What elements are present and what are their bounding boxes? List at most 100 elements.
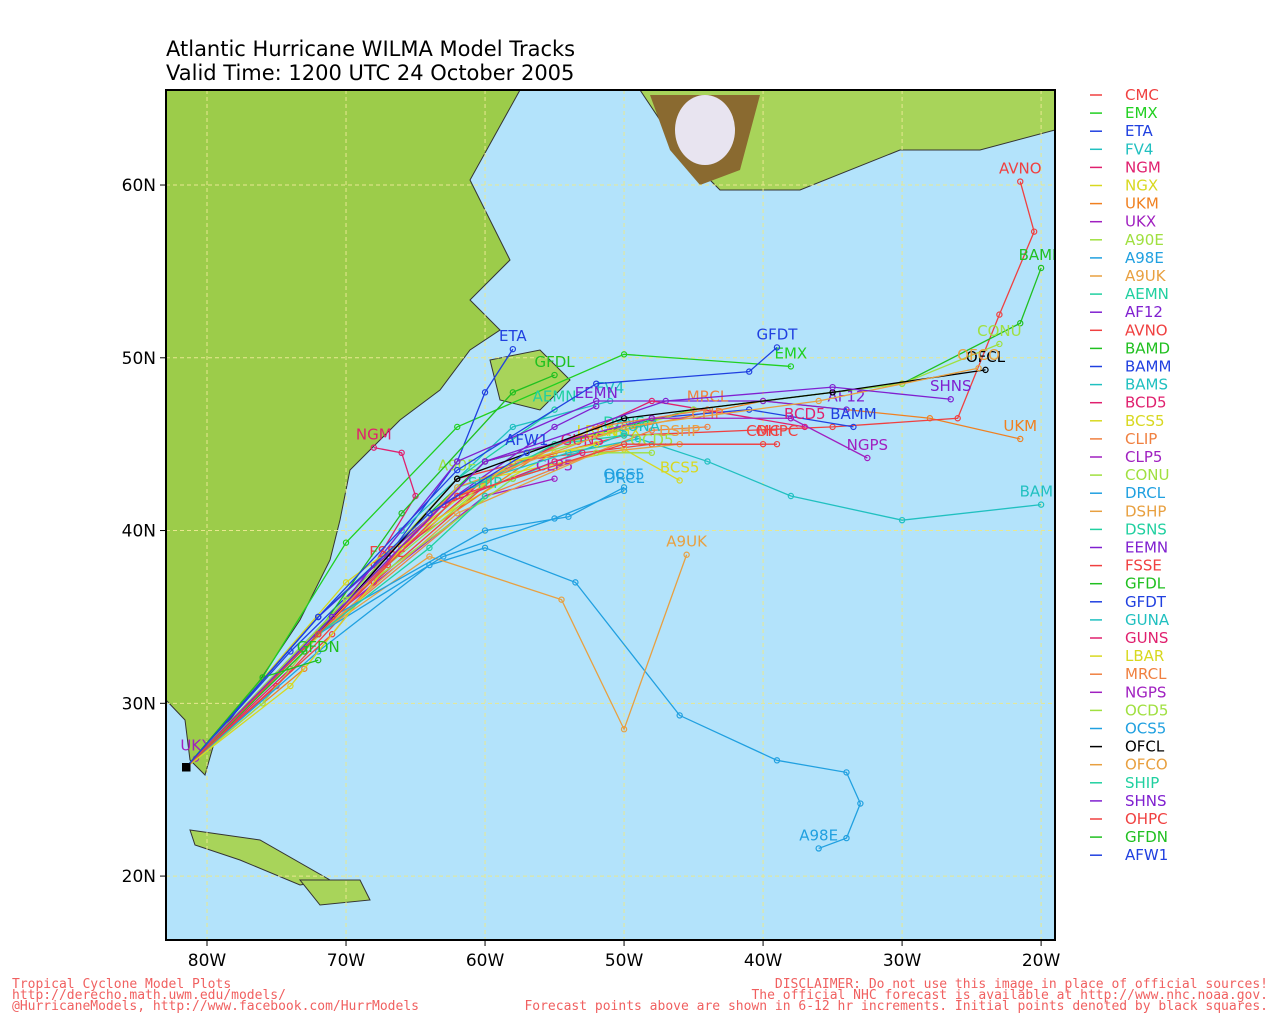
forecast-point: [620, 484, 628, 491]
forecast-point: [620, 432, 628, 439]
forecast-point: [787, 415, 795, 422]
track-label: A9UK: [666, 533, 708, 551]
legend-label: NGX: [1125, 177, 1158, 195]
forecast-point: [370, 444, 378, 451]
track-label: A90E: [438, 457, 477, 475]
forecast-point: [829, 423, 836, 431]
forecast-point: [843, 769, 850, 776]
chart-subtitle: Valid Time: 1200 UTC 24 October 2005: [166, 61, 574, 85]
forecast-point: [551, 423, 558, 431]
legend-label: SHNS: [1125, 792, 1167, 810]
legend-label: AF12: [1125, 303, 1163, 321]
legend-label: A90E: [1125, 231, 1164, 249]
y-tick-label: 40N: [122, 522, 156, 542]
track-label: EMX: [775, 344, 808, 362]
forecast-point: [864, 454, 871, 462]
legend-label: MRCL: [1125, 665, 1167, 683]
x-tick-label: 40W: [744, 951, 783, 971]
forecast-point: [454, 466, 461, 474]
legend-label: OCS5: [1125, 720, 1166, 738]
forecast-point: [509, 345, 517, 353]
y-tick-label: 20N: [122, 867, 156, 887]
forecast-point: [454, 458, 461, 465]
x-tick-label: 30W: [883, 951, 922, 971]
track-label: GFDT: [756, 325, 798, 343]
legend-label: NGPS: [1125, 683, 1166, 701]
forecast-point: [954, 415, 961, 422]
y-tick-label: 50N: [122, 349, 156, 369]
track-label: A98E: [799, 826, 838, 844]
forecast-point: [593, 380, 600, 387]
legend-label: DRCL: [1125, 484, 1166, 502]
forecast-point: [315, 613, 322, 621]
forecast-point: [593, 402, 600, 410]
legend-label: BCD5: [1125, 394, 1167, 412]
track: [185, 547, 862, 850]
y-tick-label: 30N: [122, 694, 156, 714]
track-label: GFDN: [297, 638, 340, 656]
forecast-point: [898, 516, 906, 524]
forecast-point: [787, 492, 795, 500]
forecast-point: [662, 397, 669, 405]
forecast-point: [287, 682, 294, 690]
track-label: OCD5: [630, 431, 673, 449]
forecast-point: [843, 834, 850, 842]
track-label: DSHP: [659, 422, 700, 440]
forecast-point: [593, 449, 600, 457]
legend-label: GFDL: [1125, 575, 1166, 593]
greenland-ice: [675, 95, 735, 165]
legend-label: AFW1: [1125, 846, 1168, 864]
track-label: NGM: [356, 426, 392, 444]
forecast-point: [315, 648, 322, 655]
forecast-point: [996, 340, 1003, 348]
forecast-point: [551, 371, 558, 379]
forecast-point: [982, 366, 989, 374]
forecast-point: [620, 487, 628, 495]
legend-label: A9UK: [1125, 267, 1167, 285]
legend-label: CLP5: [1125, 448, 1162, 466]
forecast-point: [1030, 228, 1038, 235]
forecast-point: [426, 544, 433, 552]
forecast-point: [481, 458, 489, 465]
forecast-point: [426, 510, 433, 517]
legend-label: GUNA: [1125, 611, 1170, 629]
track-label: OFCO: [957, 346, 1000, 364]
forecast-point: [648, 415, 656, 422]
track-label: OFCL: [966, 348, 1006, 366]
track-label: BCS5: [660, 458, 700, 476]
track: [185, 348, 514, 768]
forecast-point: [1017, 435, 1024, 443]
forecast-point: [454, 423, 461, 431]
north-america: [166, 90, 521, 776]
forecast-point: [454, 492, 461, 500]
track-label: AFW1: [505, 431, 548, 449]
forecast-point: [1017, 320, 1024, 327]
y-tick-label: 60N: [122, 176, 156, 196]
forecast-point: [648, 397, 656, 405]
forecast-point: [342, 539, 350, 546]
track-label: CMC: [746, 422, 780, 440]
forecast-point: [773, 757, 781, 764]
forecast-point: [454, 510, 461, 517]
forecast-point: [745, 368, 753, 375]
track: [185, 446, 417, 768]
forecast-point: [620, 423, 628, 431]
forecast-point: [620, 440, 628, 448]
legend-label: FSSE: [1125, 557, 1162, 575]
track-label: BAMD: [1019, 246, 1064, 264]
legend-label: UKM: [1125, 195, 1159, 213]
forecast-point: [481, 492, 489, 500]
x-tick-label: 20W: [1022, 951, 1061, 971]
forecast-point: [648, 427, 656, 434]
forecast-point: [843, 406, 850, 413]
forecast-point: [620, 351, 628, 358]
track-label: SHIP: [468, 474, 502, 492]
footer-right: DISCLAIMER: Do not use this image in pla…: [775, 977, 1268, 992]
forecast-point: [565, 513, 572, 520]
forecast-point: [773, 344, 781, 351]
forecast-point: [815, 397, 822, 405]
legend-label: NGM: [1125, 158, 1161, 176]
track-label: BCD5: [784, 405, 826, 423]
legend-label: AEMN: [1125, 285, 1169, 303]
forecast-point: [634, 435, 642, 443]
